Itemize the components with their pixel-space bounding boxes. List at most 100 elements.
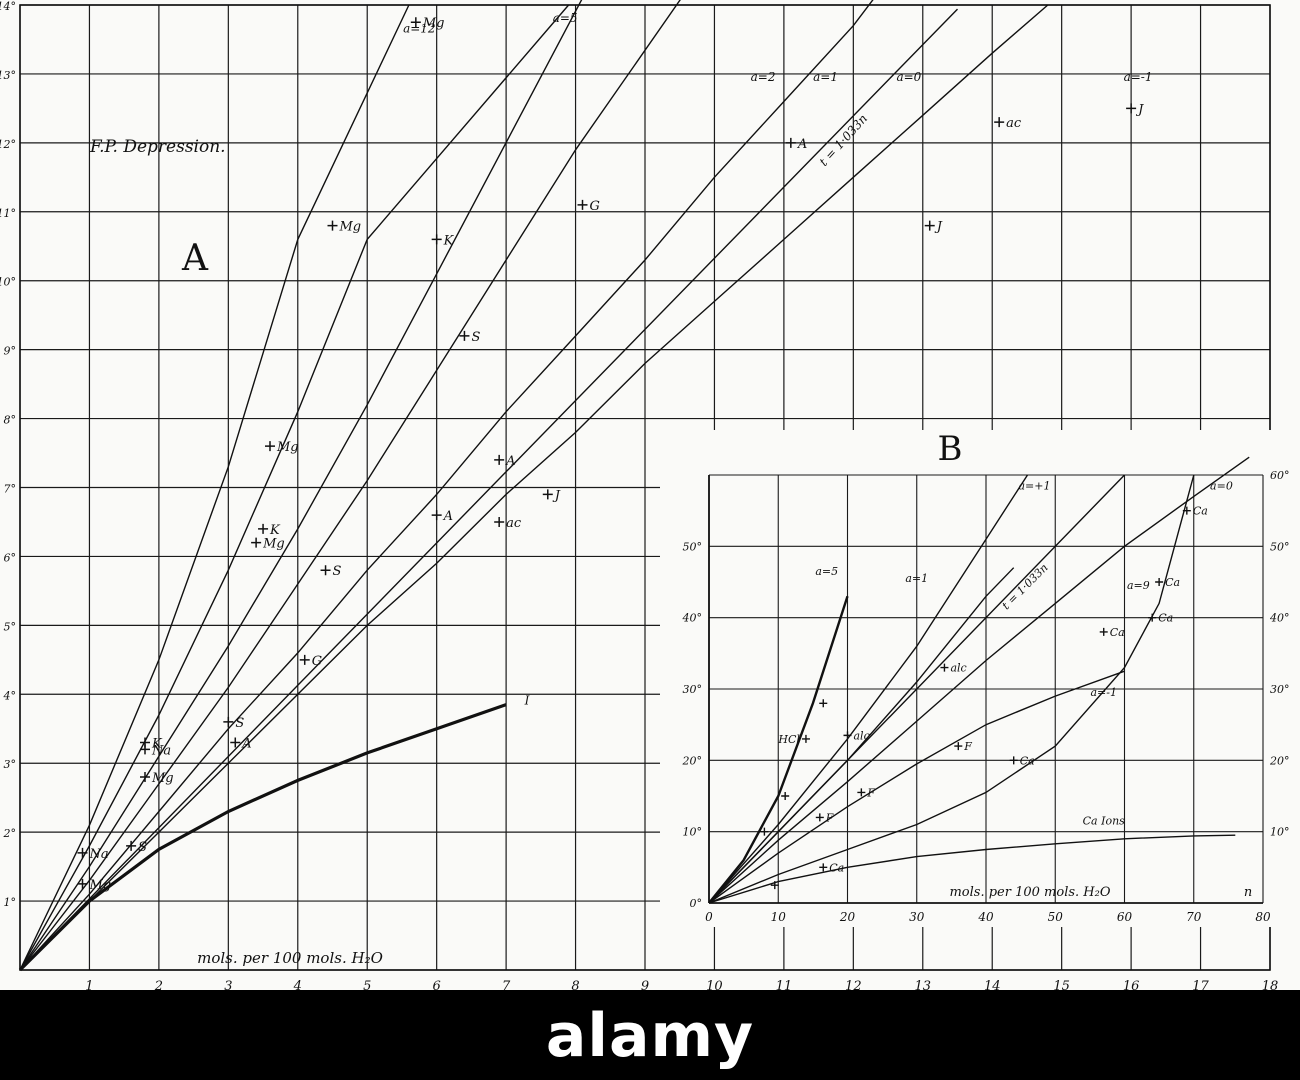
data-point-label: Mg bbox=[89, 878, 112, 893]
inset-data-point-marker bbox=[1009, 756, 1018, 765]
data-point-label: G bbox=[590, 199, 600, 214]
series-label: a=5 bbox=[553, 11, 578, 25]
y-tick-label: 9° bbox=[4, 345, 17, 358]
y-tick-label: 8° bbox=[4, 414, 17, 427]
y-tick-label: 3° bbox=[4, 758, 17, 771]
chart-title: F.P. Depression. bbox=[89, 137, 226, 157]
inset-series-label: a=5 bbox=[815, 565, 838, 578]
series-label: a=12 bbox=[403, 22, 435, 36]
inset-data-point-label: Ca bbox=[1165, 576, 1180, 589]
inset-data-point-marker bbox=[760, 827, 769, 836]
inset-y-tick-label-right: 10° bbox=[1270, 826, 1290, 839]
inset-curve-a-minus-1 bbox=[708, 670, 1125, 904]
inset-data-point-label: F bbox=[866, 786, 875, 799]
inset-x-tick-label: 0 bbox=[705, 910, 713, 924]
inset-y-tick-label: 40° bbox=[682, 612, 703, 625]
inset-x-tick-label: 80 bbox=[1255, 910, 1271, 924]
data-point-label: J bbox=[1135, 102, 1144, 117]
inset-data-point-label: alc bbox=[854, 729, 870, 742]
x-tick-label: 14 bbox=[984, 979, 1001, 990]
data-point-marker bbox=[320, 565, 331, 576]
data-point-label: Mg bbox=[151, 771, 174, 786]
y-tick-label: 12° bbox=[0, 138, 16, 151]
data-point-label: J bbox=[934, 220, 943, 235]
inset-series-label: a=0 bbox=[1210, 479, 1233, 492]
inset-data-point-marker bbox=[843, 731, 852, 740]
inset-x-axis-end-label: n bbox=[1244, 885, 1252, 900]
inset-data-point-marker bbox=[815, 813, 824, 822]
curve-a-2 bbox=[19, 0, 583, 971]
data-point-label: S bbox=[138, 840, 147, 855]
inset-data-point-marker bbox=[954, 742, 963, 751]
x-tick-label: 18 bbox=[1262, 979, 1279, 990]
inset-data-point-label: Ca bbox=[1193, 505, 1208, 518]
y-tick-label: 14° bbox=[0, 0, 16, 13]
inset-data-point-label: Ca bbox=[1110, 626, 1125, 639]
inset-line-t-1033n bbox=[708, 474, 1126, 904]
data-point-label: Mg bbox=[339, 220, 362, 235]
inset-data-point-label: Ca bbox=[1158, 612, 1173, 625]
inset-data-point-marker bbox=[1099, 627, 1108, 636]
data-point-marker bbox=[299, 654, 310, 665]
inset-series-label: a=1 bbox=[905, 572, 928, 585]
data-point-label: A bbox=[241, 737, 251, 752]
x-tick-label: 7 bbox=[502, 979, 511, 990]
inset-curve-a-0 bbox=[708, 456, 1250, 904]
data-point-label: Na bbox=[151, 743, 171, 758]
x-tick-label: 3 bbox=[224, 979, 232, 990]
inset-x-tick-label: 60 bbox=[1117, 910, 1133, 924]
inset-x-tick-label: 40 bbox=[977, 910, 994, 924]
inset-y-tick-label: 20° bbox=[682, 754, 703, 767]
inset-series-label: a=-1 bbox=[1090, 686, 1117, 699]
inset-data-point-marker bbox=[819, 863, 828, 872]
data-point-marker bbox=[327, 220, 338, 231]
chart-canvas: 1 2 3 4 5 6 7 8 9 10 11 12 13 14 15 16 17 181°2°3°4°5°6°7… bbox=[0, 0, 1290, 990]
data-point-marker bbox=[785, 137, 796, 148]
x-tick-label: 10 bbox=[706, 979, 723, 990]
inset-data-point-marker bbox=[1155, 578, 1164, 586]
series-label: t = 1·033n bbox=[817, 111, 871, 168]
data-point-marker bbox=[251, 537, 262, 548]
data-point-label: J bbox=[552, 488, 561, 503]
inset-data-point-marker bbox=[857, 788, 866, 797]
inset-y-tick-label-right: 60° bbox=[1270, 469, 1290, 482]
y-tick-label: 11° bbox=[0, 207, 16, 220]
data-point-label: Mg bbox=[276, 440, 299, 455]
curve-a-minus-1 bbox=[19, 4, 1049, 971]
inset-series-label: Ca Ions bbox=[1083, 815, 1126, 828]
x-tick-label: 4 bbox=[293, 979, 302, 990]
inset-curve-a-5 bbox=[708, 595, 849, 904]
data-point-marker bbox=[494, 516, 505, 527]
y-tick-label: 6° bbox=[4, 551, 17, 564]
y-tick-label: 4° bbox=[3, 689, 17, 702]
inset-data-point-label: Ca bbox=[1020, 754, 1035, 767]
x-tick-label: 13 bbox=[915, 979, 932, 990]
watermark-banner bbox=[0, 990, 1300, 1080]
inset-data-point-marker bbox=[1182, 506, 1191, 515]
data-point-marker bbox=[140, 772, 150, 782]
curve-a-12 bbox=[19, 4, 410, 971]
inset-x-tick-label: 20 bbox=[839, 910, 856, 924]
data-point-label: ac bbox=[506, 516, 522, 531]
x-tick-label: 17 bbox=[1192, 979, 1209, 990]
x-tick-label: 15 bbox=[1053, 979, 1070, 990]
y-tick-label: 13° bbox=[0, 69, 16, 82]
inset-data-point-marker bbox=[819, 699, 828, 708]
inset-data-point-label: F bbox=[825, 811, 834, 824]
data-point-marker bbox=[258, 523, 269, 534]
data-point-label: Mg bbox=[262, 537, 285, 552]
inset-data-point-label: alc bbox=[950, 662, 966, 675]
data-point-marker bbox=[459, 330, 470, 341]
data-point-marker bbox=[410, 17, 421, 28]
data-point-marker bbox=[77, 847, 88, 858]
line-t-1033n bbox=[19, 8, 959, 971]
data-point-label: S bbox=[471, 330, 480, 345]
inset-curve-a-9 bbox=[708, 474, 1195, 904]
x-tick-label: 9 bbox=[641, 979, 649, 990]
inset-data-point-label: HCl bbox=[777, 733, 800, 746]
series-label: a=1 bbox=[813, 70, 838, 84]
series-label: a=-1 bbox=[1124, 70, 1153, 84]
inset-data-point-marker bbox=[1148, 613, 1157, 622]
curve-a-5 bbox=[19, 4, 570, 971]
